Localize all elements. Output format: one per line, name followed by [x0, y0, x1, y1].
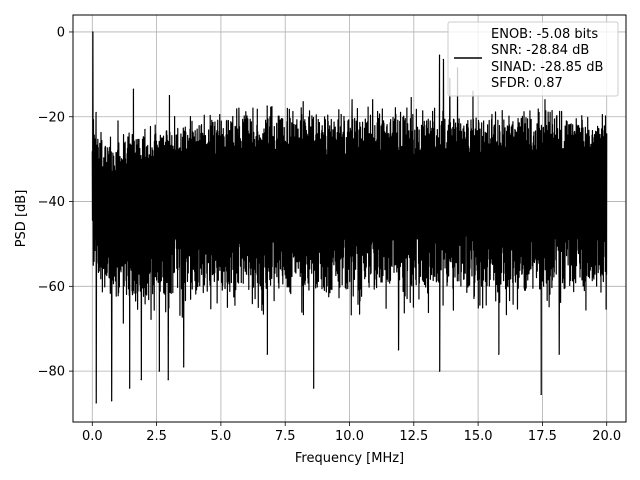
psd-dip-point: [140, 379, 142, 381]
psd-peak-point: [238, 107, 240, 109]
legend-box: [447, 21, 619, 97]
psd-peak-point: [438, 54, 441, 56]
psd-dip-point: [167, 379, 169, 381]
psd-dip-point: [110, 400, 113, 402]
legend: ENOB: -5.08 bits SNR: -28.84 dB SINAD: -…: [447, 21, 619, 97]
psd-dip-point: [312, 387, 315, 389]
x-tick-label: 10.0: [335, 429, 364, 444]
psd-peak-point: [168, 94, 171, 97]
psd-peak-point: [442, 58, 444, 61]
y-tick-label: −80: [38, 365, 65, 380]
x-axis-ticks: 0.0 2.5 5.0 7.5 10.0 12.5 15.0 17.5 20.0: [82, 422, 621, 444]
psd-peak-point: [372, 99, 374, 101]
psd-dip-point: [183, 366, 185, 368]
psd-dip-point: [266, 353, 268, 355]
psd-dip-point: [438, 370, 441, 372]
psd-peak-point: [117, 120, 119, 122]
y-tick-label: −60: [38, 280, 65, 295]
psd-peak-point: [410, 97, 412, 99]
psd-dip-point: [158, 370, 160, 372]
y-axis-label: PSD [dB]: [14, 190, 29, 248]
x-axis-label: Frequency [MHz]: [295, 451, 404, 466]
legend-sinad-text: SINAD: -28.85 dB: [491, 60, 603, 75]
x-tick-label: 12.5: [399, 429, 428, 444]
x-tick-label: 7.5: [275, 429, 296, 444]
legend-snr-text: SNR: -28.84 dB: [491, 43, 589, 58]
psd-peak-point: [173, 116, 176, 118]
psd-peak-point: [351, 99, 353, 101]
psd-peak-point: [95, 111, 97, 114]
x-tick-label: 0.0: [82, 429, 103, 444]
psd-dip-point: [95, 402, 97, 404]
psd-peak-point: [266, 105, 268, 107]
legend-sfdr-text: SFDR: 0.87: [491, 76, 563, 91]
x-tick-label: 17.5: [528, 429, 557, 444]
psd-peak-point: [132, 88, 135, 90]
y-tick-label: −40: [38, 195, 65, 210]
psd-dip-point: [397, 349, 399, 351]
psd-dip-point: [498, 353, 500, 355]
psd-dip-point: [558, 353, 560, 355]
psd-peak-point: [144, 128, 146, 131]
psd-peak-point: [302, 101, 304, 103]
y-axis-ticks: 0 −20 −40 −60 −80: [38, 25, 73, 380]
legend-enob-text: ENOB: -5.08 bits: [491, 27, 598, 42]
x-tick-label: 2.5: [146, 429, 167, 444]
x-tick-label: 5.0: [211, 429, 232, 444]
y-tick-label: −20: [38, 110, 65, 125]
x-tick-label: 15.0: [464, 429, 493, 444]
psd-dip-point: [540, 393, 542, 396]
y-tick-label: 0: [57, 25, 65, 40]
x-tick-label: 20.0: [592, 429, 621, 444]
psd-peak-point: [544, 99, 546, 101]
psd-peak-point: [92, 31, 94, 33]
psd-line: [91, 31, 608, 404]
psd-dip-point: [128, 387, 131, 389]
